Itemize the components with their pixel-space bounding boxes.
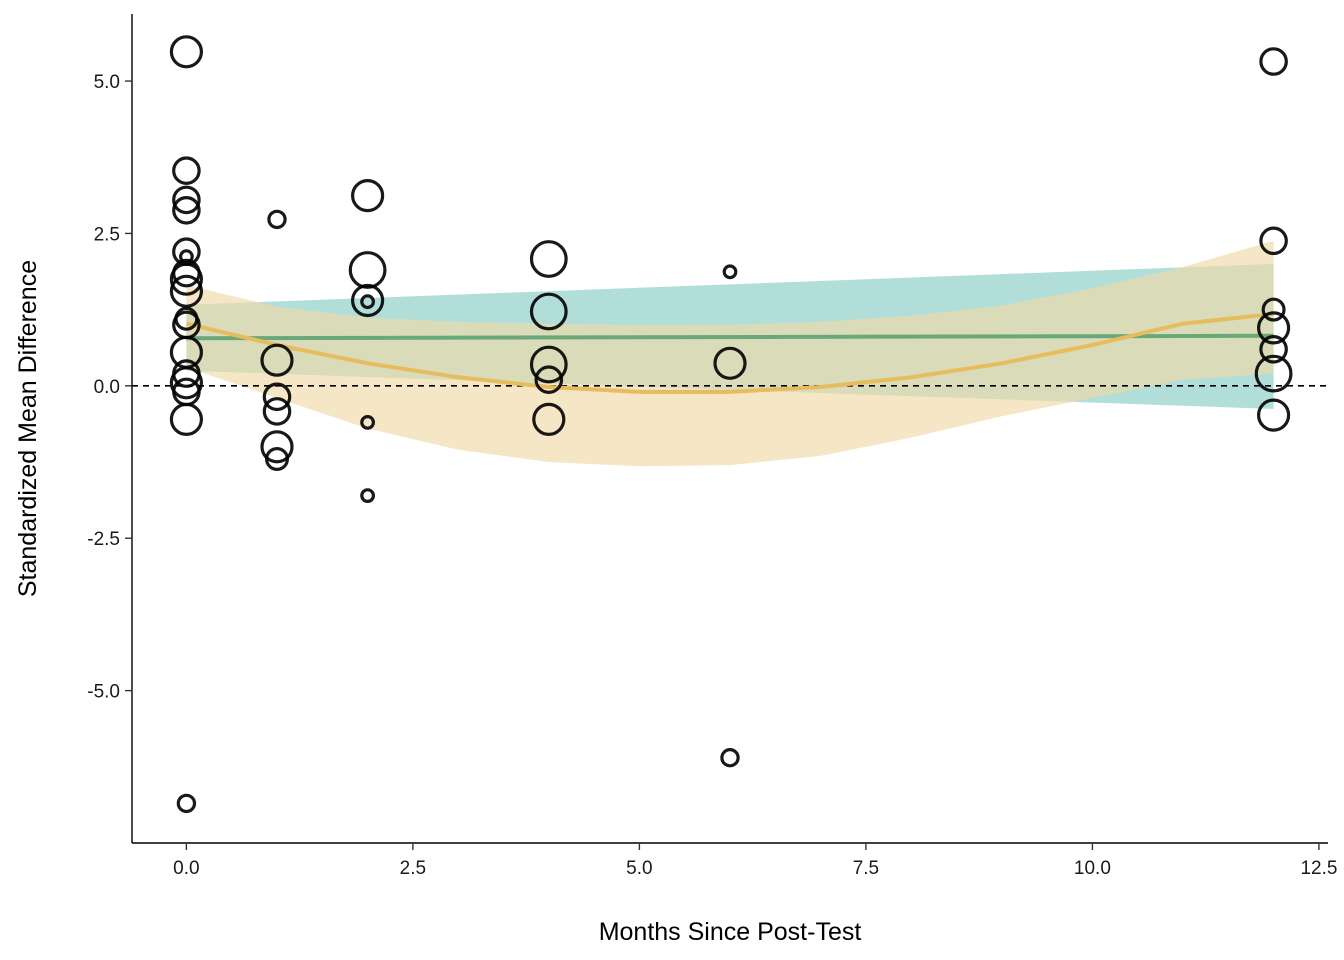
data-point xyxy=(172,156,201,185)
quadratic-fit-line xyxy=(185,311,1274,394)
x-tick-label: 12.5 xyxy=(1300,858,1337,879)
y-tick-label: -5.0 xyxy=(87,682,120,703)
data-point xyxy=(169,274,203,308)
data-point xyxy=(169,262,203,296)
data-point xyxy=(1259,226,1288,256)
data-point xyxy=(532,402,566,436)
data-point xyxy=(178,249,194,265)
data-point xyxy=(529,292,568,331)
data-point xyxy=(172,196,201,225)
data-point xyxy=(262,382,292,412)
data-points xyxy=(169,35,1293,814)
data-point xyxy=(1261,297,1286,322)
data-point xyxy=(360,488,376,504)
data-point xyxy=(169,402,203,436)
data-point xyxy=(360,294,376,310)
data-point xyxy=(1259,334,1288,364)
x-tick-label: 7.5 xyxy=(853,858,879,879)
data-point xyxy=(348,251,387,289)
data-point xyxy=(1256,398,1291,432)
data-point xyxy=(169,35,203,69)
data-point xyxy=(1256,311,1291,345)
data-point xyxy=(176,793,197,814)
data-point xyxy=(1254,354,1293,393)
fit-lines xyxy=(185,311,1274,394)
y-tick-label: -2.5 xyxy=(87,529,120,550)
quadratic-fit-band xyxy=(186,240,1274,467)
data-point xyxy=(267,209,287,230)
data-point xyxy=(260,343,294,377)
data-point xyxy=(351,179,385,213)
x-tick-label: 10.0 xyxy=(1074,858,1111,879)
y-tick-label: 0.0 xyxy=(94,377,120,398)
data-point xyxy=(262,397,292,426)
data-point xyxy=(713,346,747,380)
linear-fit-line xyxy=(186,333,1274,341)
data-point xyxy=(260,430,294,464)
y-tick-label: 2.5 xyxy=(94,224,120,245)
data-point xyxy=(529,240,568,278)
data-point xyxy=(169,366,203,400)
x-tick-label: 0.0 xyxy=(173,858,199,879)
axes: 0.0 2.5 5.0 7.5 10.0 12.5 5.0 2.5 0.0 -2.5 -5.0 xyxy=(87,14,1337,879)
y-tick-label: 5.0 xyxy=(94,72,120,93)
data-point xyxy=(172,377,201,407)
x-tick-label: 5.0 xyxy=(626,858,652,879)
x-tick-label: 2.5 xyxy=(400,858,426,879)
data-point xyxy=(360,415,376,430)
data-point xyxy=(1259,47,1288,76)
data-point xyxy=(722,264,738,280)
data-point xyxy=(172,185,201,215)
data-point xyxy=(351,283,385,318)
y-axis-title: Standardized Mean Difference xyxy=(14,260,42,597)
data-point xyxy=(720,748,740,768)
x-axis-title: Months Since Post-Test xyxy=(599,918,862,946)
data-point xyxy=(529,345,568,384)
data-point xyxy=(265,447,290,472)
data-point xyxy=(534,365,564,394)
